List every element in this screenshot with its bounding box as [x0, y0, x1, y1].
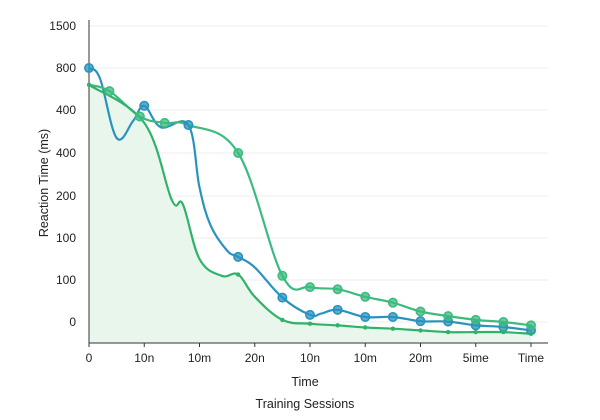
y-tick-label: 1500: [49, 19, 76, 33]
y-tick-label: 0: [69, 315, 76, 329]
x-tick-label: Time: [518, 351, 545, 365]
series-1-point: [104, 86, 115, 97]
series-0-point: [415, 316, 426, 327]
series-2-point: [473, 329, 478, 335]
series-2-point: [235, 272, 241, 277]
series-2-point: [390, 326, 396, 331]
x-tick-label: 0: [86, 351, 93, 365]
series-1-point: [134, 111, 145, 122]
series-markers: [84, 62, 536, 336]
tick-labels: 1500 800 400 400 200 100 100 0 0 10n 10m 20n 10n 10m 2…: [49, 19, 544, 365]
series-1-point: [304, 282, 315, 293]
series-1-point: [159, 117, 170, 128]
x-tick-label: 10m: [188, 351, 211, 365]
y-tick-label: 100: [56, 273, 76, 287]
series-2-point: [335, 323, 340, 328]
series-1-point: [443, 311, 454, 322]
y-tick-label: 100: [56, 231, 76, 245]
axes: [88, 20, 548, 347]
series-0-point: [84, 62, 95, 73]
series-2-point: [445, 329, 451, 335]
series-1-point: [360, 291, 371, 302]
series-2-point: [280, 317, 285, 323]
series-2-point: [418, 328, 423, 333]
y-tick-label: 800: [56, 61, 76, 75]
x-axis-caption: Training Sessions: [256, 397, 355, 411]
series-1-point: [277, 270, 288, 281]
series-1-point: [387, 297, 398, 308]
x-tick-label: 10n: [134, 351, 154, 365]
x-tick-label: 5ime: [463, 351, 489, 365]
x-tick-label: 20m: [409, 351, 432, 365]
series-0-point: [183, 120, 194, 131]
series-2-point: [307, 321, 313, 326]
series-0-point: [332, 304, 343, 315]
x-tick-label: 10m: [354, 351, 377, 365]
series-0-point: [277, 292, 288, 303]
y-tick-label: 200: [56, 189, 76, 203]
series-2-point: [363, 325, 368, 330]
series-1-point: [332, 284, 343, 295]
x-tick-label: 10n: [300, 351, 320, 365]
series-2-area: [89, 84, 531, 344]
x-axis-title: Time: [291, 375, 318, 389]
series-0-point: [304, 309, 315, 320]
series-2-point: [501, 329, 506, 335]
series-0-point: [139, 100, 150, 111]
series-0-point: [387, 311, 398, 322]
y-tick-label: 400: [56, 103, 76, 117]
area-fill-layer: [89, 84, 531, 344]
series-1-line: [87, 83, 533, 327]
series-1-point: [498, 316, 509, 327]
series-1-point: [233, 148, 244, 159]
series-1-point: [525, 320, 536, 331]
y-axis-title: Reaction Time (ms): [37, 129, 51, 237]
series-2-point: [86, 82, 92, 88]
series-0-point: [360, 311, 371, 322]
y-tick-label: 400: [56, 146, 76, 160]
series-1-point: [415, 306, 426, 317]
series-2-point: [528, 331, 534, 336]
x-tick-label: 20n: [245, 351, 265, 365]
series-0-point: [233, 251, 244, 262]
series-1-point: [470, 314, 481, 325]
